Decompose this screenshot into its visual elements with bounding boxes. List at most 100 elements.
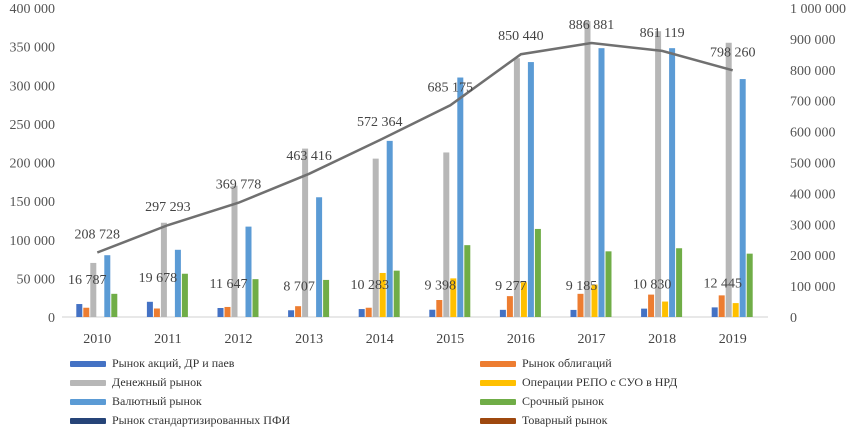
line-series — [96, 41, 734, 254]
legend-label: Рынок стандартизированных ПФИ — [112, 413, 291, 427]
bar — [288, 310, 295, 317]
x-axis-tick-label: 2013 — [295, 332, 323, 347]
legend-label: Рынок облигаций — [522, 356, 612, 370]
bar — [655, 31, 662, 318]
legend-swatch — [480, 398, 516, 405]
bar-data-label: 9 185 — [566, 279, 598, 294]
legend-swatch — [480, 379, 516, 386]
bar-data-label: 9 398 — [425, 279, 457, 294]
bar-data-label: 16 787 — [68, 273, 107, 288]
bar — [358, 309, 365, 317]
bar — [725, 42, 732, 317]
left-axis-tick-label: 50 000 — [17, 272, 56, 287]
legend-swatch — [70, 379, 106, 386]
bar — [457, 77, 464, 318]
bar-data-label: 10 283 — [350, 278, 389, 293]
right-axis-tick-label: 1 000 000 — [790, 2, 846, 17]
x-axis-tick-label: 2015 — [436, 332, 464, 347]
line-data-label: 798 260 — [710, 45, 756, 60]
line-data-label: 850 440 — [498, 29, 544, 44]
bar — [393, 270, 400, 317]
x-axis-tick-label: 2010 — [83, 332, 111, 347]
bar — [372, 158, 379, 317]
left-axis-tick-label: 300 000 — [10, 79, 56, 94]
legend-swatch — [480, 417, 516, 424]
bar-data-label: 8 707 — [283, 279, 315, 294]
bar — [464, 245, 471, 317]
legend-swatch — [70, 360, 106, 367]
x-axis-tick-label: 2011 — [154, 332, 181, 347]
bar-data-label: 12 445 — [703, 276, 742, 291]
bar — [598, 48, 605, 318]
legend-item: Операции РЕПО с СУО в НРД — [480, 375, 677, 390]
left-axis-tick-label: 0 — [48, 311, 55, 326]
legend-label: Валютный рынок — [112, 394, 202, 408]
right-axis-tick-label: 0 — [790, 311, 797, 326]
line-data-label: 463 416 — [286, 149, 332, 164]
left-axis-tick-label: 200 000 — [10, 157, 56, 172]
line-data-label: 572 364 — [357, 115, 403, 130]
legend-label: Операции РЕПО с СУО в НРД — [522, 375, 678, 389]
bar — [153, 308, 160, 317]
bar — [718, 295, 725, 317]
bar — [513, 58, 520, 318]
right-axis-tick-label: 400 000 — [790, 187, 836, 202]
right-axis-tick-label: 100 000 — [790, 280, 836, 295]
bar — [577, 293, 584, 317]
legend-item: Срочный рынок — [480, 394, 604, 409]
bar — [429, 309, 436, 317]
bar — [295, 306, 302, 317]
legend-label: Рынок акций, ДР и паев — [112, 356, 235, 370]
bar — [111, 293, 118, 317]
bar — [252, 279, 259, 317]
x-axis-tick-label: 2018 — [648, 332, 676, 347]
legend-item: Рынок стандартизированных ПФИ — [70, 413, 290, 428]
line-data-label: 208 728 — [75, 228, 121, 243]
right-axis-tick-label: 800 000 — [790, 64, 836, 79]
bar — [584, 21, 591, 317]
bar — [443, 152, 450, 317]
bar — [104, 255, 111, 317]
bar-data-label: 19 678 — [139, 271, 178, 286]
right-axis-tick-label: 900 000 — [790, 33, 836, 48]
bar — [224, 306, 231, 317]
bar — [527, 62, 534, 318]
bar — [436, 300, 443, 317]
legend-item: Рынок акций, ДР и паев — [70, 356, 234, 371]
legend-label: Срочный рынок — [522, 394, 604, 408]
bar — [379, 272, 386, 317]
bar — [732, 303, 739, 317]
x-axis-tick-label: 2014 — [366, 332, 394, 347]
bar — [450, 278, 457, 317]
bar — [217, 308, 224, 317]
bar — [316, 197, 323, 317]
x-axis-tick-label: 2012 — [225, 332, 253, 347]
bar — [231, 185, 238, 317]
legend-item: Денежный рынок — [70, 375, 202, 390]
bar — [245, 226, 252, 317]
legend-swatch — [70, 417, 106, 424]
line-data-label: 685 175 — [428, 80, 474, 95]
right-axis-tick-label: 700 000 — [790, 95, 836, 110]
left-axis-tick-label: 250 000 — [10, 118, 56, 133]
bar-data-label: 11 647 — [210, 277, 248, 292]
bar — [739, 79, 746, 317]
bar — [591, 284, 598, 317]
line-data-label: 369 778 — [216, 178, 262, 193]
bar-data-label: 10 830 — [633, 278, 672, 293]
bar — [746, 253, 753, 317]
bar — [146, 301, 153, 317]
bar — [83, 307, 90, 317]
right-axis-tick-label: 600 000 — [790, 126, 836, 141]
x-axis-tick-label: 2019 — [719, 332, 747, 347]
bar — [641, 308, 648, 317]
legend-swatch — [480, 360, 516, 367]
bar-data-label: 9 277 — [495, 279, 527, 294]
bar — [676, 248, 683, 317]
bar — [160, 222, 167, 317]
legend-item: Валютный рынок — [70, 394, 202, 409]
line-data-label: 886 881 — [569, 18, 615, 33]
legend-swatch — [70, 398, 106, 405]
line-data-label: 861 119 — [640, 26, 685, 41]
